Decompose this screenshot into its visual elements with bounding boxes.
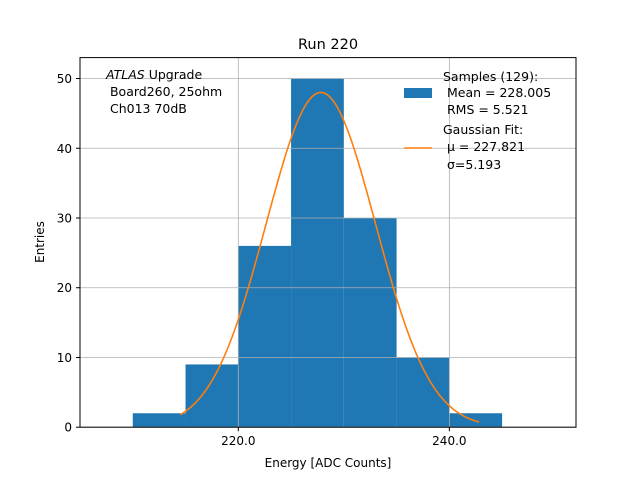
- y-tick-label: 50: [57, 72, 72, 86]
- annotation-atlas: ATLAS: [105, 67, 145, 82]
- plot-frame: [79, 57, 577, 428]
- annotation-upgrade: Upgrade: [145, 67, 203, 82]
- x-axis-label: Energy [ADC Counts]: [265, 456, 392, 470]
- histogram-bar: [185, 364, 239, 428]
- histogram-bar: [238, 245, 292, 428]
- x-axis-ticks: 220.0 240.0: [221, 427, 467, 448]
- legend-samples-swatch: [404, 88, 432, 98]
- y-tick-label: 10: [57, 351, 72, 365]
- y-tick-label: 40: [57, 142, 72, 156]
- y-tick-label: 20: [57, 281, 72, 295]
- y-axis-label: Entries: [33, 221, 47, 263]
- annotation-line-3: Ch013 70dB: [106, 101, 187, 116]
- gaussian-fit-curve: [179, 91, 480, 423]
- legend-fit-sigma: σ=5.193: [443, 157, 501, 172]
- x-tick-label: 220.0: [221, 434, 255, 448]
- chart-title: Run 220: [298, 37, 358, 53]
- annotation-line-2: Board260, 25ohm: [106, 84, 222, 99]
- x-tick-label: 240.0: [432, 434, 466, 448]
- legend-fit-label: Gaussian Fit:: [443, 122, 523, 137]
- grid-lines: [80, 57, 576, 428]
- histogram-bar: [291, 78, 344, 428]
- legend-fit-mu: μ = 227.821: [443, 139, 525, 154]
- y-tick-label: 0: [64, 421, 72, 435]
- annotation-text: ATLAS Upgrade Board260, 25ohm Ch013 70dB: [105, 67, 222, 116]
- histogram-bars: [132, 78, 503, 428]
- legend-samples-rms: RMS = 5.521: [443, 102, 529, 117]
- legend-samples-label: Samples (129):: [443, 69, 538, 84]
- legend-samples-mean: Mean = 228.005: [443, 85, 551, 100]
- histogram-bar: [132, 413, 186, 428]
- histogram-bar: [343, 217, 397, 428]
- annotation-line-1: ATLAS Upgrade: [105, 67, 202, 82]
- legend: Samples (129): Mean = 228.005 RMS = 5.52…: [404, 69, 551, 172]
- y-axis-ticks: 0 10 20 30 40 50: [57, 72, 80, 435]
- y-tick-label: 30: [57, 211, 72, 225]
